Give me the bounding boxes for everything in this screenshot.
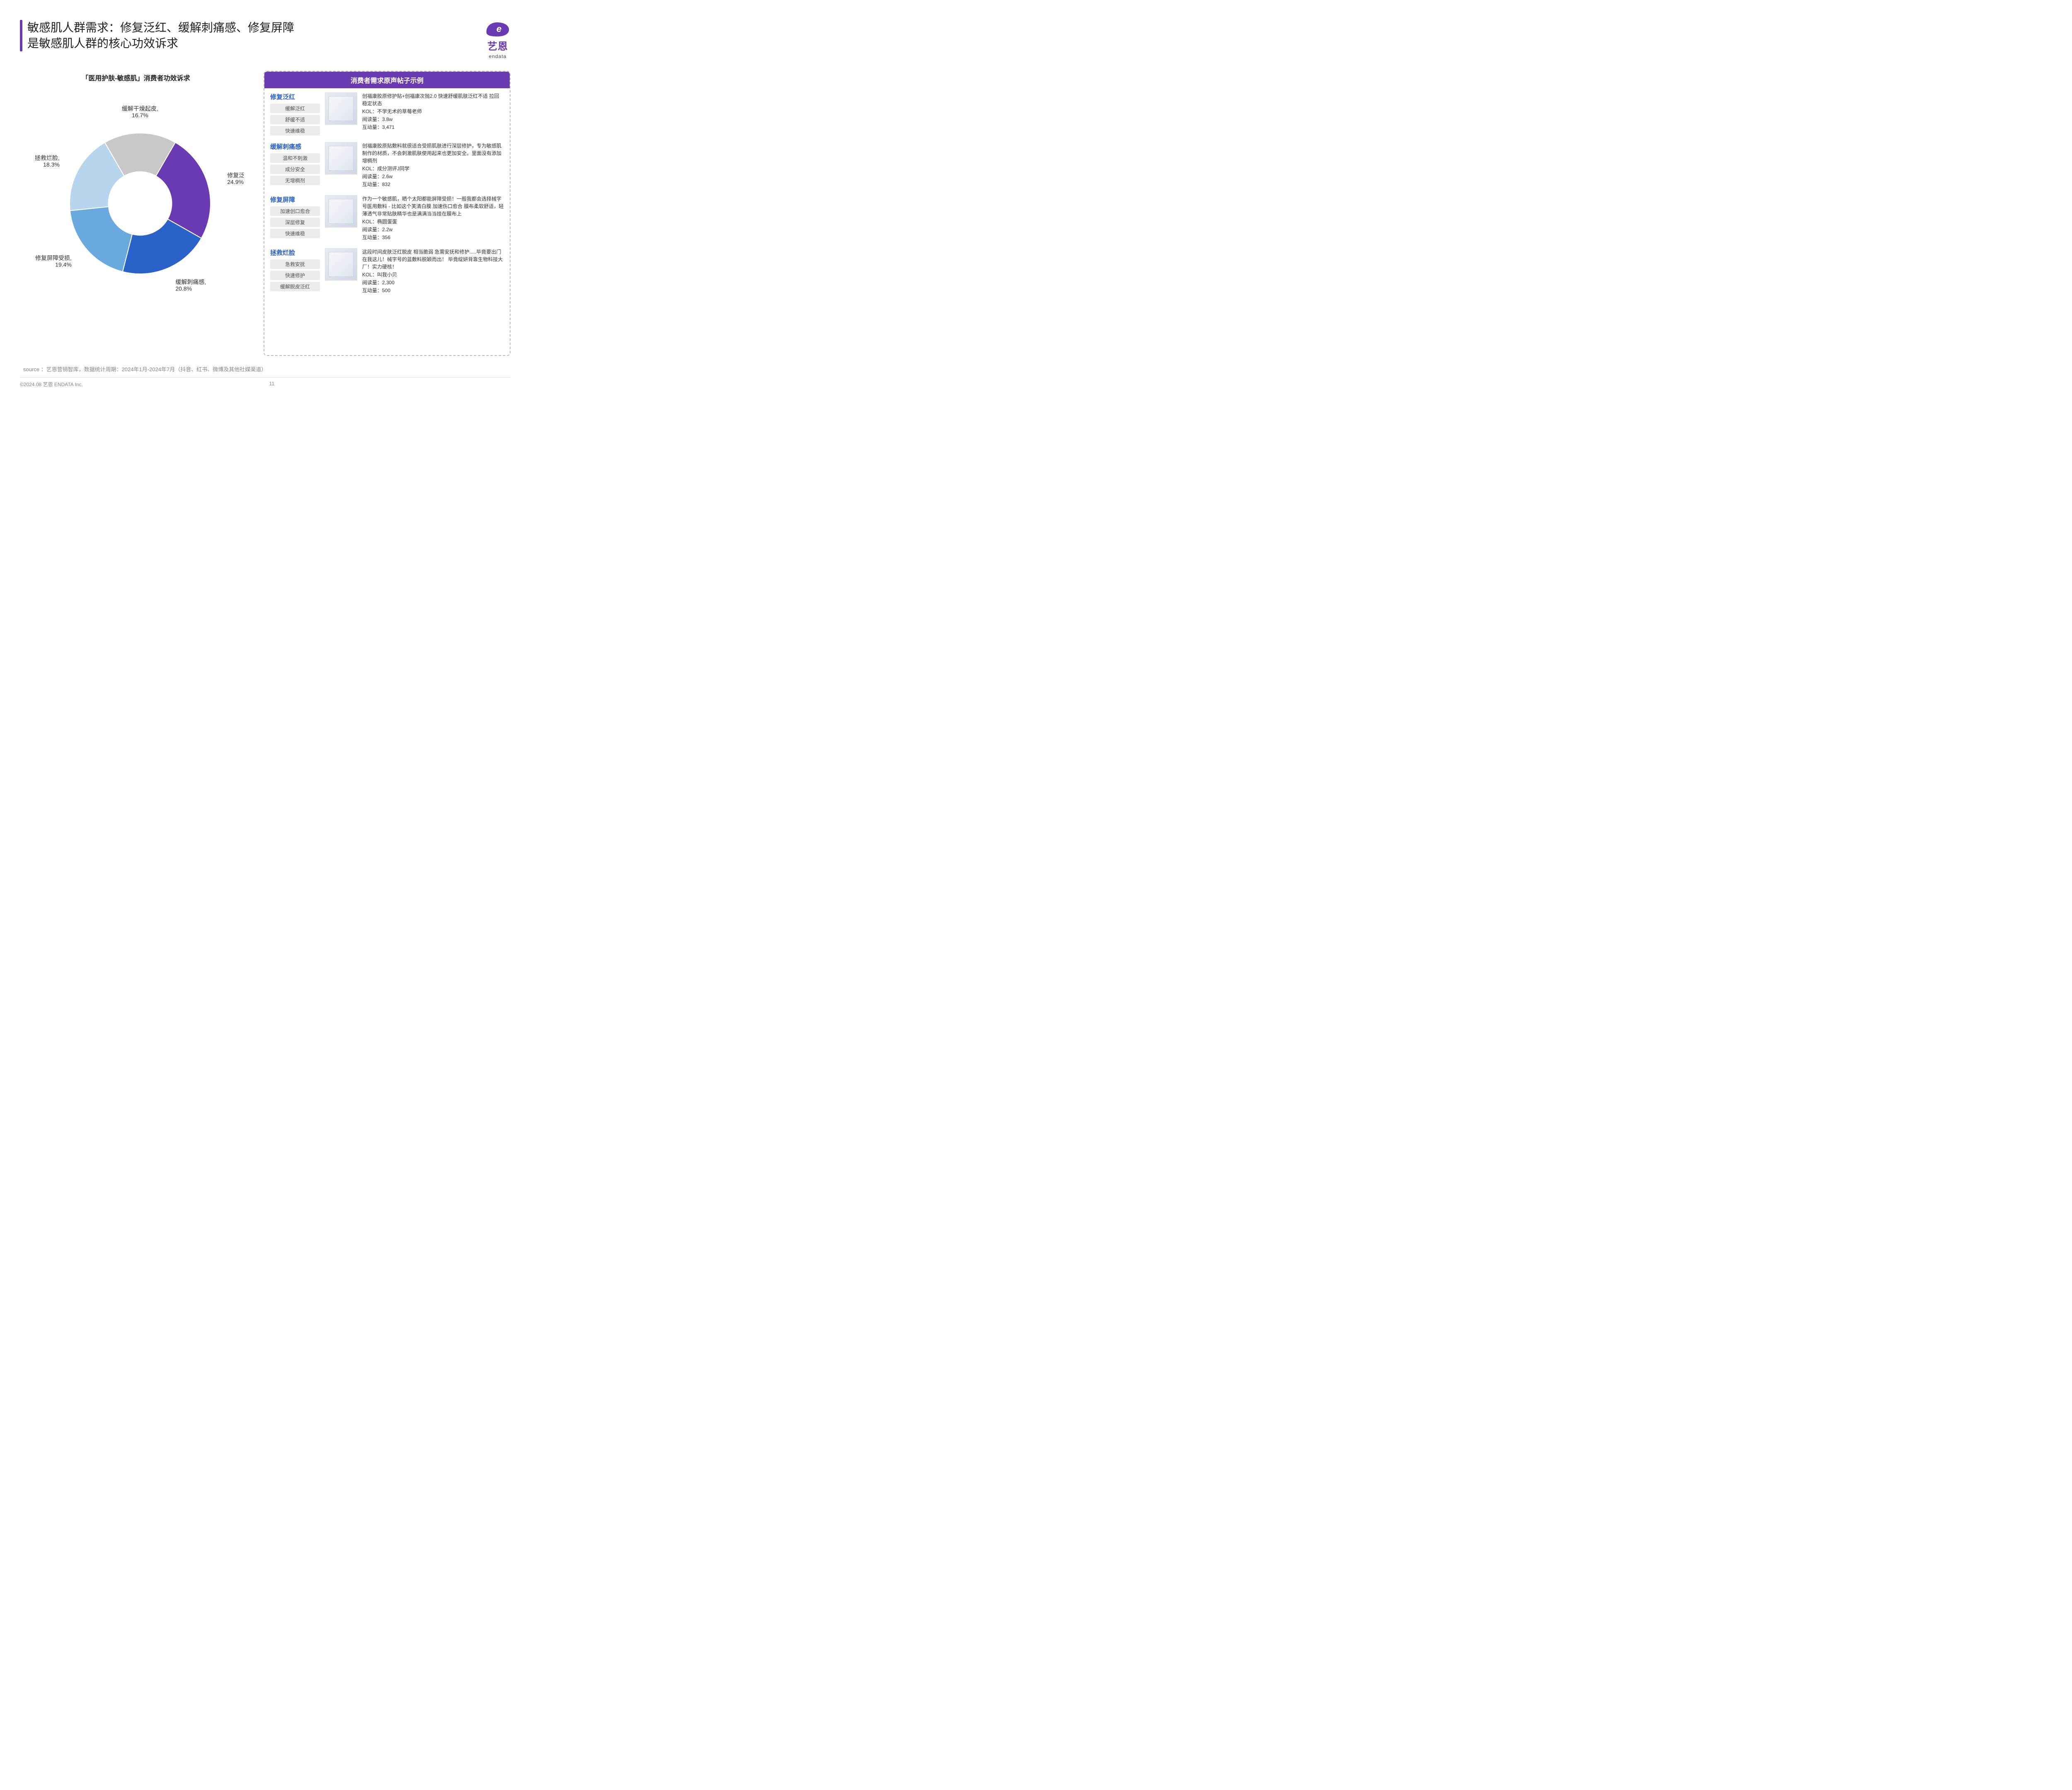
example-tag: 深层修复: [270, 218, 320, 227]
example-tags: 缓解泛红舒缓不适快速维稳: [270, 104, 320, 135]
example-left: 缓解刺痛感温和不刺激成分安全无增稠剂: [270, 142, 320, 189]
example-interactions: 互动量：356: [362, 234, 504, 241]
logo: e 艺恩 endata: [485, 20, 511, 59]
chart-panel: 「医用护肤-敏感肌」消费者功效诉求 修复泛红,24.9%缓解刺痛感,20.8%修…: [20, 71, 252, 356]
page-title: 敏感肌人群需求：修复泛红、缓解刺痛感、修复屏障 是敏感肌人群的核心功效诉求: [27, 20, 294, 51]
logo-icon: e: [485, 20, 511, 37]
example-tag: 急救安抚: [270, 259, 320, 269]
example-tag: 缓解泛红: [270, 104, 320, 113]
main: 「医用护肤-敏感肌」消费者功效诉求 修复泛红,24.9%缓解刺痛感,20.8%修…: [20, 71, 511, 356]
example-reads: 阅读量：2.6w: [362, 173, 504, 180]
example-tag: 快速修护: [270, 271, 320, 280]
example-reads: 阅读量：3.8w: [362, 116, 504, 123]
example-kol: KOL：成分测评J同学: [362, 165, 504, 172]
donut-chart: 修复泛红,24.9% 缓解刺痛感,20.8% 修复屏障受损,19.4% 拯救烂脸,18…: [28, 87, 244, 303]
svg-text:e: e: [496, 24, 501, 34]
example-thumbnail: [325, 195, 357, 227]
example-reads: 阅读量：2,300: [362, 279, 504, 286]
example-interactions: 互动量：832: [362, 181, 504, 188]
example-text: 作为一个敏感肌，晒个太阳都能屏障受损！一般我都会选择械字号医用敷料 - 比如这个…: [362, 195, 504, 218]
example-tags: 急救安抚快速修护缓解脱皮泛红: [270, 259, 320, 291]
example-tags: 温和不刺激成分安全无增稠剂: [270, 153, 320, 185]
copyright: ©2024.08 艺恩 ENDATA Inc.: [20, 381, 83, 388]
example-tags: 加速创口愈合深层修复快速维稳: [270, 206, 320, 238]
slide: 敏感肌人群需求：修复泛红、缓解刺痛感、修复屏障 是敏感肌人群的核心功效诉求 e …: [0, 0, 530, 398]
example-tag: 快速维稳: [270, 229, 320, 238]
example-text: 创福康胶原贴敷料就很适合受损肌肤进行深层修护，专为敏感肌制作的材质，不会刺激肌肤…: [362, 142, 504, 164]
title-line-2: 是敏感肌人群的核心功效诉求: [27, 36, 294, 51]
example-left: 修复泛红缓解泛红舒缓不适快速维稳: [270, 92, 320, 135]
example-body: 创福康胶原修护贴+创福康次抛2.0 快速舒缓肌肤泛红不适 拉回稳定状态KOL：不…: [362, 92, 504, 135]
example-tag: 温和不刺激: [270, 153, 320, 163]
example-kol: KOL：叫我小贝: [362, 271, 504, 278]
example-left: 拯救烂脸急救安抚快速修护缓解脱皮泛红: [270, 248, 320, 295]
example-tag: 无增稠剂: [270, 176, 320, 185]
example-kol: KOL：椭圆蛋蛋: [362, 218, 504, 225]
footer: ©2024.08 艺恩 ENDATA Inc. 11: [20, 377, 511, 388]
example-tag: 快速维稳: [270, 126, 320, 135]
example-left: 修复屏障加速创口愈合深层修复快速维稳: [270, 195, 320, 242]
source-line: source ：艺恩营销智库，数据统计周期：2024年1月-2024年7月（抖音…: [23, 365, 511, 373]
example-body: 创福康胶原贴敷料就很适合受损肌肤进行深层修护，专为敏感肌制作的材质，不会刺激肌肤…: [362, 142, 504, 189]
page-number: 11: [269, 381, 274, 388]
examples-panel: 消费者需求原声帖子示例 修复泛红缓解泛红舒缓不适快速维稳创福康胶原修护贴+创福康…: [264, 71, 511, 356]
example-text: 这段时间皮肤泛红脱皮 相当脆弱 急需安抚和修护.....毕竟要出门 在我这儿！械…: [362, 248, 504, 271]
accent-bar: [20, 20, 22, 51]
example-thumbnail: [325, 92, 357, 125]
donut-label: 缓解刺痛感,20.8%: [175, 279, 206, 292]
example-category: 缓解刺痛感: [270, 142, 320, 151]
example-item: 拯救烂脸急救安抚快速修护缓解脱皮泛红 这段时间皮肤泛红脱皮 相当脆弱 急需安抚和修…: [270, 248, 504, 295]
example-category: 修复泛红: [270, 92, 320, 101]
header: 敏感肌人群需求：修复泛红、缓解刺痛感、修复屏障 是敏感肌人群的核心功效诉求 e …: [20, 20, 511, 59]
example-reads: 阅读量：2.2w: [362, 226, 504, 233]
title-block: 敏感肌人群需求：修复泛红、缓解刺痛感、修复屏障 是敏感肌人群的核心功效诉求: [20, 20, 294, 51]
logo-brand-cn: 艺恩: [487, 38, 508, 53]
example-interactions: 互动量：3,471: [362, 123, 504, 131]
example-category: 拯救烂脸: [270, 248, 320, 257]
examples-list: 修复泛红缓解泛红舒缓不适快速维稳创福康胶原修护贴+创福康次抛2.0 快速舒缓肌肤…: [264, 88, 510, 295]
donut-slice: [70, 207, 132, 272]
example-tag: 缓解脱皮泛红: [270, 282, 320, 291]
example-item: 修复屏障加速创口愈合深层修复快速维稳 作为一个敏感肌，晒个太阳都能屏障受损！一般我…: [270, 195, 504, 242]
logo-brand-en: endata: [489, 53, 507, 59]
example-category: 修复屏障: [270, 195, 320, 204]
example-interactions: 互动量：500: [362, 287, 504, 294]
example-tag: 加速创口愈合: [270, 206, 320, 216]
example-tag: 成分安全: [270, 164, 320, 174]
example-kol: KOL：不学无术的草莓老师: [362, 108, 504, 115]
example-item: 修复泛红缓解泛红舒缓不适快速维稳创福康胶原修护贴+创福康次抛2.0 快速舒缓肌肤…: [270, 92, 504, 135]
donut-label: 修复屏障受损,19.4%: [35, 254, 72, 268]
example-body: 这段时间皮肤泛红脱皮 相当脆弱 急需安抚和修护.....毕竟要出门 在我这儿！械…: [362, 248, 504, 295]
example-text: 创福康胶原修护贴+创福康次抛2.0 快速舒缓肌肤泛红不适 拉回稳定状态: [362, 92, 504, 107]
example-item: 缓解刺痛感温和不刺激成分安全无增稠剂 创福康胶原贴敷料就很适合受损肌肤进行深层修护…: [270, 142, 504, 189]
donut-label: 缓解干燥起皮,16.7%: [122, 105, 158, 119]
donut-label: 拯救烂脸,18.3%: [35, 155, 60, 168]
title-line-1: 敏感肌人群需求：修复泛红、缓解刺痛感、修复屏障: [27, 20, 294, 36]
example-body: 作为一个敏感肌，晒个太阳都能屏障受损！一般我都会选择械字号医用敷料 - 比如这个…: [362, 195, 504, 242]
chart-title: 「医用护肤-敏感肌」消费者功效诉求: [82, 73, 190, 82]
example-tag: 舒缓不适: [270, 115, 320, 124]
examples-header: 消费者需求原声帖子示例: [264, 72, 510, 88]
example-thumbnail: [325, 142, 357, 174]
example-thumbnail: [325, 248, 357, 281]
donut-label: 修复泛红,24.9%: [227, 172, 244, 185]
